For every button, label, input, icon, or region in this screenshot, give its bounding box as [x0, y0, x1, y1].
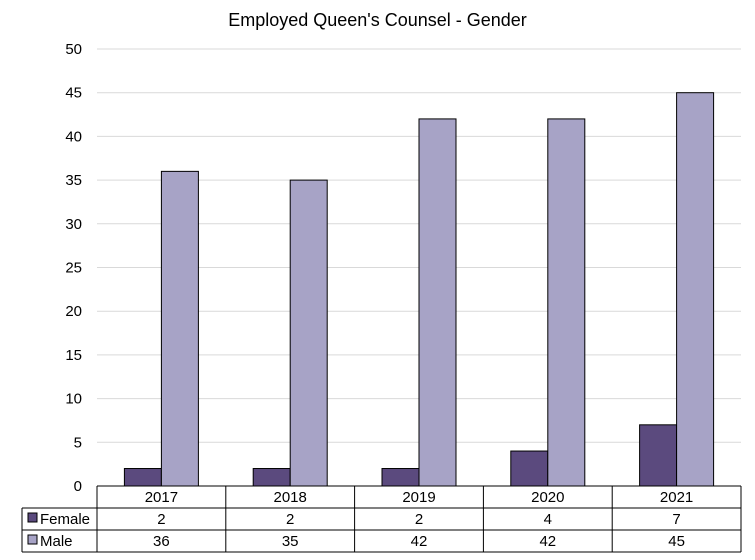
y-tick-label: 10 — [65, 391, 82, 408]
y-tick-label: 40 — [65, 128, 82, 145]
bar-female-2017 — [123, 468, 162, 487]
table-cell-male: 36 — [153, 533, 170, 550]
table-cell-female: 7 — [672, 511, 680, 528]
bar-male-2018 — [289, 179, 328, 487]
bar-male-2017 — [160, 170, 199, 487]
y-tick-label: 15 — [65, 347, 82, 364]
y-tick-label: 35 — [65, 172, 82, 189]
table-cell-female: 2 — [415, 511, 423, 528]
y-tick-label: 30 — [65, 216, 82, 233]
table-cell-female: 4 — [544, 511, 552, 528]
bar-female-2019 — [381, 468, 420, 487]
chart-title: Employed Queen's Counsel - Gender — [228, 10, 527, 30]
table-cell-male: 45 — [668, 533, 685, 550]
y-tick-label: 20 — [65, 303, 82, 320]
y-tick-label: 5 — [74, 434, 82, 451]
table-cell-male: 35 — [282, 533, 299, 550]
legend-key-male — [27, 534, 38, 545]
bar-male-2019 — [418, 118, 457, 487]
bar-female-2020 — [510, 450, 549, 487]
bar-female-2018 — [252, 468, 291, 487]
legend-key-female — [27, 512, 38, 523]
table-cell-female: 2 — [157, 511, 165, 528]
bar-male-2020 — [547, 118, 586, 487]
x-tick-label: 2017 — [145, 489, 178, 506]
legend-label-male: Male — [40, 533, 73, 550]
bar-male-2021 — [676, 92, 715, 487]
x-tick-label: 2021 — [660, 489, 693, 506]
y-tick-label: 50 — [65, 41, 82, 58]
legend-label-female: Female — [40, 511, 90, 528]
y-tick-label: 0 — [74, 478, 82, 495]
bar-female-2021 — [639, 424, 678, 487]
table-cell-male: 42 — [411, 533, 428, 550]
table-cell-male: 42 — [539, 533, 556, 550]
x-tick-label: 2018 — [274, 489, 307, 506]
x-tick-label: 2020 — [531, 489, 564, 506]
x-tick-label: 2019 — [402, 489, 435, 506]
y-tick-label: 45 — [65, 85, 82, 102]
table-cell-female: 2 — [286, 511, 294, 528]
y-tick-label: 25 — [65, 260, 82, 277]
